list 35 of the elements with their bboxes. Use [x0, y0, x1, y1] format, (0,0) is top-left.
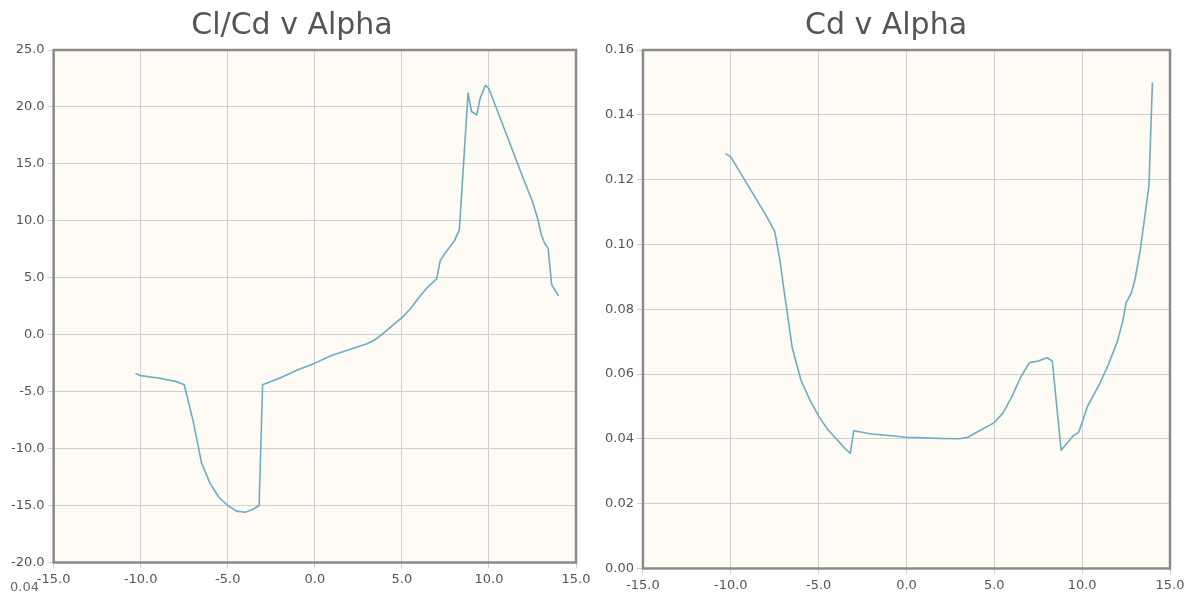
- y-tick-label: -15.0: [11, 496, 45, 512]
- x-tick-label: -5.0: [805, 576, 832, 592]
- x-tick-label: 10.0: [1067, 576, 1097, 592]
- y-tick-label: 0.00: [604, 559, 634, 575]
- x-tick-label: 0.0: [896, 576, 917, 592]
- y-tick-label: 0.04: [604, 430, 634, 446]
- y-tick-label: -10.0: [11, 439, 45, 455]
- x-tick-label: -10.0: [713, 576, 748, 592]
- chart-title: Cl/Cd v Alpha: [191, 5, 393, 41]
- y-tick-label: 0.06: [604, 365, 634, 381]
- y-tick-label: 5.0: [23, 269, 45, 285]
- x-tick-label: -15.0: [36, 570, 71, 586]
- x-tick-label: 5.0: [391, 570, 413, 586]
- y-tick-label: 15.0: [15, 155, 45, 171]
- y-tick-label: 25.0: [15, 41, 45, 57]
- y-tick-label: -5.0: [19, 382, 45, 398]
- y-tick-label: 0.10: [604, 235, 634, 251]
- y-tick-label: 0.12: [604, 170, 634, 186]
- x-tick-label: -5.0: [215, 570, 241, 586]
- x-tick-label: 15.0: [561, 570, 591, 586]
- y-tick-label: -20.0: [11, 553, 45, 569]
- chart-title: Cd v Alpha: [804, 5, 968, 41]
- x-tick-label: 0.0: [304, 570, 326, 586]
- y-tick-label: 0.14: [604, 106, 634, 122]
- x-tick-label: 5.0: [983, 576, 1005, 592]
- x-tick-label: -15.0: [626, 576, 660, 592]
- y-tick-label: 0.08: [604, 300, 634, 316]
- x-tick-label: 15.0: [1155, 576, 1185, 592]
- x-tick-label: 10.0: [474, 570, 504, 586]
- y-tick-label: 0.16: [604, 41, 634, 57]
- y-tick-label: 20.0: [15, 98, 45, 114]
- y-tick-label: 0.0: [23, 326, 45, 342]
- x-tick-label: -10.0: [123, 570, 158, 586]
- y-tick-label: 10.0: [15, 212, 45, 228]
- y-tick-label: 0.02: [604, 494, 634, 510]
